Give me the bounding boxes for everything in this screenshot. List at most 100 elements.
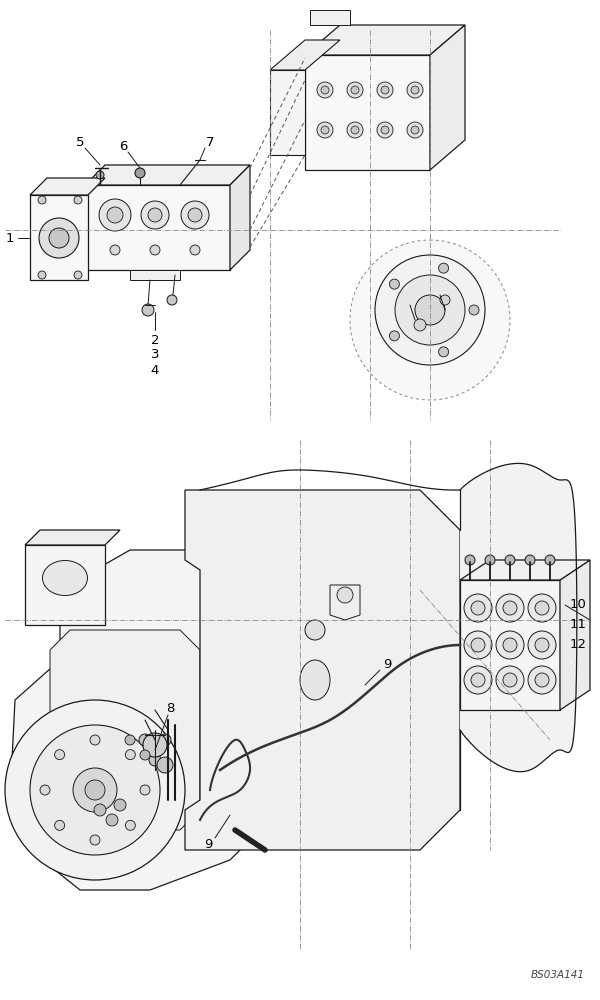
Circle shape [141, 201, 169, 229]
Circle shape [143, 733, 167, 757]
Circle shape [39, 218, 79, 258]
Circle shape [38, 271, 46, 279]
Circle shape [496, 594, 524, 622]
Polygon shape [460, 560, 590, 580]
Circle shape [351, 126, 359, 134]
Circle shape [465, 555, 475, 565]
Polygon shape [270, 40, 340, 70]
Circle shape [140, 750, 150, 760]
Circle shape [528, 594, 556, 622]
Circle shape [40, 785, 50, 795]
Circle shape [99, 199, 131, 231]
Polygon shape [430, 25, 465, 170]
Circle shape [439, 263, 449, 273]
Polygon shape [270, 70, 305, 155]
Circle shape [377, 82, 393, 98]
Circle shape [464, 666, 492, 694]
Circle shape [317, 82, 333, 98]
Polygon shape [25, 545, 105, 625]
Circle shape [415, 295, 445, 325]
Circle shape [535, 673, 549, 687]
Circle shape [148, 208, 162, 222]
Circle shape [440, 295, 450, 305]
Circle shape [350, 240, 510, 400]
Circle shape [471, 638, 485, 652]
Circle shape [351, 86, 359, 94]
Text: 2: 2 [151, 334, 159, 347]
Polygon shape [305, 55, 430, 170]
Circle shape [496, 631, 524, 659]
Circle shape [190, 245, 200, 255]
Polygon shape [330, 585, 360, 620]
Polygon shape [460, 580, 560, 710]
Ellipse shape [43, 560, 88, 595]
Circle shape [411, 86, 419, 94]
Circle shape [157, 757, 173, 773]
Circle shape [381, 126, 389, 134]
Polygon shape [25, 530, 120, 545]
Circle shape [337, 587, 353, 603]
Text: 9: 9 [204, 838, 212, 852]
Text: 3: 3 [151, 349, 159, 361]
Circle shape [469, 305, 479, 315]
Circle shape [181, 201, 209, 229]
Circle shape [321, 126, 329, 134]
Polygon shape [10, 550, 280, 890]
Circle shape [30, 725, 160, 855]
Circle shape [347, 122, 363, 138]
Circle shape [321, 86, 329, 94]
Circle shape [395, 275, 465, 345]
Text: BS03A141: BS03A141 [531, 970, 585, 980]
Circle shape [74, 196, 82, 204]
Circle shape [496, 666, 524, 694]
Circle shape [114, 799, 126, 811]
Circle shape [135, 168, 145, 178]
Circle shape [471, 601, 485, 615]
Polygon shape [560, 560, 590, 710]
Text: 5: 5 [76, 135, 84, 148]
Text: 4: 4 [151, 363, 159, 376]
Circle shape [317, 122, 333, 138]
Circle shape [439, 347, 449, 357]
Circle shape [74, 271, 82, 279]
Polygon shape [310, 10, 350, 25]
Circle shape [106, 814, 118, 826]
Circle shape [411, 126, 419, 134]
Polygon shape [30, 195, 88, 280]
Circle shape [464, 631, 492, 659]
Circle shape [485, 555, 495, 565]
Circle shape [73, 768, 117, 812]
Polygon shape [460, 463, 577, 772]
Circle shape [90, 735, 100, 745]
Circle shape [471, 673, 485, 687]
Circle shape [188, 208, 202, 222]
Circle shape [96, 171, 104, 179]
Polygon shape [305, 25, 465, 55]
Text: 1: 1 [6, 232, 14, 244]
Circle shape [5, 700, 185, 880]
Circle shape [545, 555, 555, 565]
Polygon shape [185, 490, 460, 850]
Circle shape [107, 207, 123, 223]
Circle shape [407, 82, 423, 98]
Polygon shape [85, 185, 230, 270]
Circle shape [389, 331, 400, 341]
Circle shape [140, 785, 150, 795]
Polygon shape [230, 165, 250, 270]
Circle shape [464, 594, 492, 622]
Circle shape [110, 245, 120, 255]
Circle shape [85, 780, 105, 800]
Circle shape [535, 601, 549, 615]
Polygon shape [130, 270, 180, 280]
Circle shape [125, 750, 136, 760]
Circle shape [38, 196, 46, 204]
Circle shape [381, 86, 389, 94]
Circle shape [139, 734, 151, 746]
Text: 9: 9 [383, 658, 391, 672]
Text: 12: 12 [570, 639, 587, 652]
Text: 6: 6 [119, 139, 127, 152]
Circle shape [150, 245, 160, 255]
Circle shape [503, 601, 517, 615]
Text: 8: 8 [166, 702, 174, 714]
Circle shape [125, 735, 135, 745]
